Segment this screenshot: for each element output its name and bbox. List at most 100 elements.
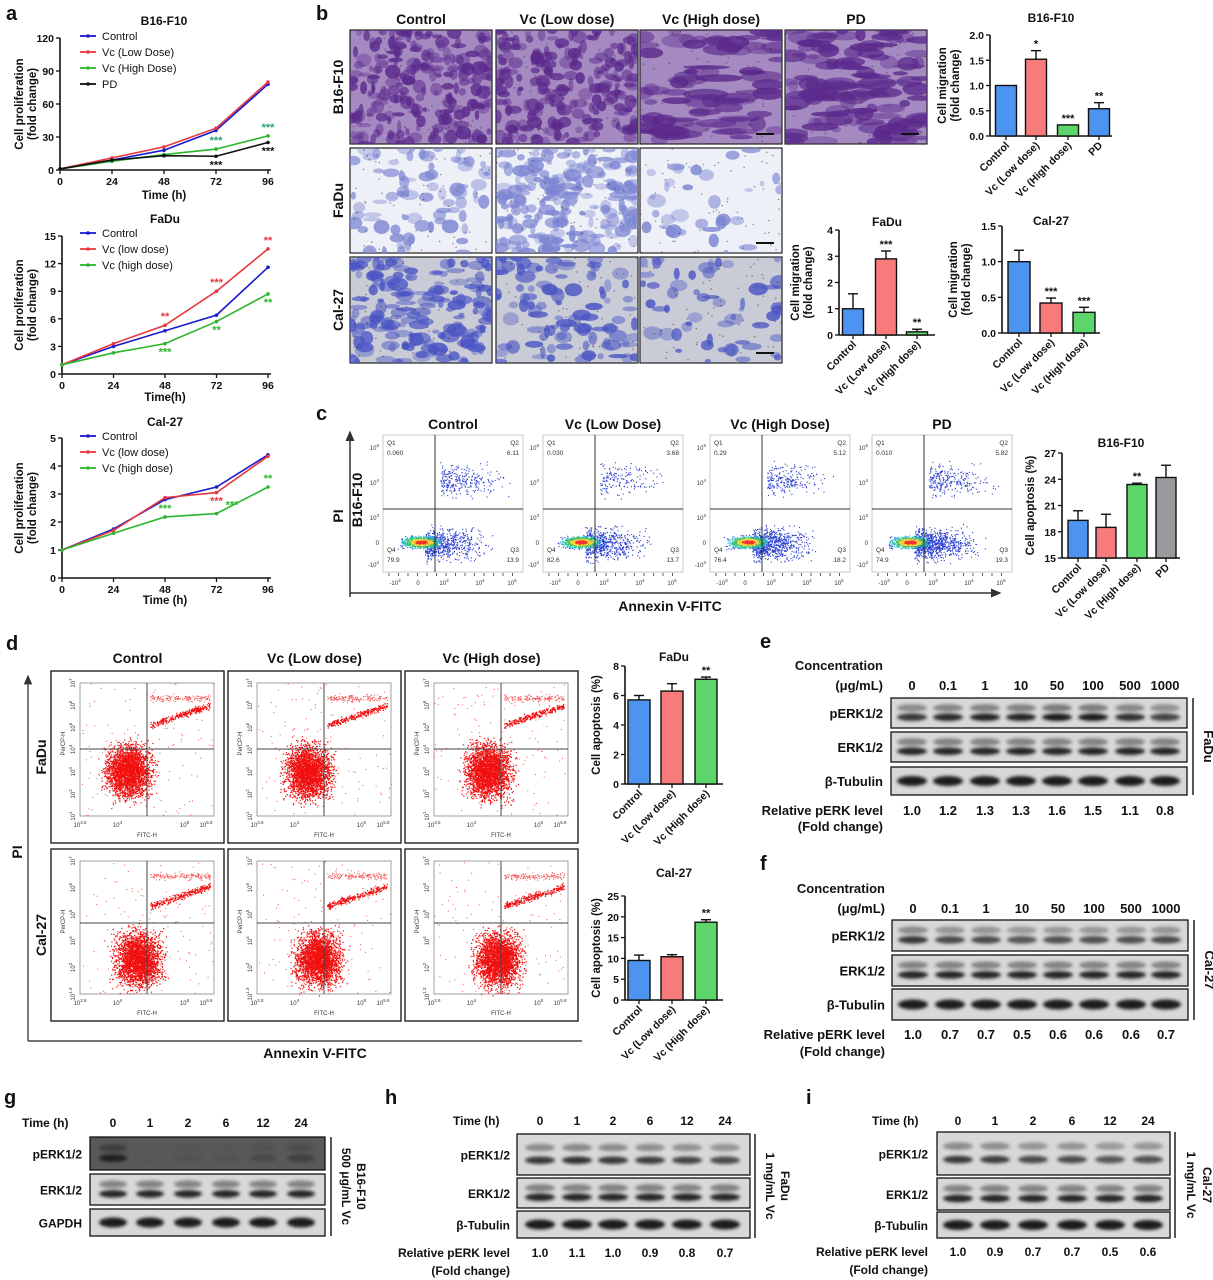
pore: [511, 62, 513, 64]
cell: [485, 304, 493, 312]
event: [472, 476, 473, 477]
event: [606, 480, 607, 481]
event: [599, 549, 600, 550]
event: [621, 537, 622, 538]
pore: [741, 218, 743, 220]
event: [436, 537, 437, 538]
quadrant-name: Q1: [387, 440, 396, 447]
event: [454, 469, 455, 470]
event: [482, 477, 483, 478]
event: [630, 467, 631, 468]
cell: [575, 72, 584, 84]
y-tick-label: 90: [42, 66, 54, 78]
event: [463, 553, 464, 554]
pore: [823, 130, 825, 132]
event: [441, 535, 442, 536]
cell: [511, 206, 521, 216]
event: [469, 542, 470, 543]
event: [442, 555, 443, 556]
y-tick-label: -103: [368, 560, 380, 569]
event: [410, 539, 411, 540]
pore: [529, 138, 531, 140]
cell: [527, 263, 541, 273]
pore: [554, 90, 556, 92]
event: [413, 538, 414, 539]
data-point: [112, 351, 116, 355]
event: [641, 470, 642, 471]
cell: [428, 221, 434, 233]
significance-marker: ***: [1045, 286, 1059, 298]
pore: [569, 340, 571, 342]
pore: [673, 347, 675, 349]
pore: [911, 125, 913, 127]
pore: [662, 103, 664, 105]
pore: [581, 232, 583, 234]
event: [498, 473, 499, 474]
pore: [442, 283, 444, 285]
pore: [628, 239, 630, 241]
event: [629, 535, 630, 536]
y-axis-label: Cell proliferation: [14, 462, 26, 553]
y-tick-label: 1.0: [969, 81, 984, 93]
y-tick-label: 24: [1044, 474, 1056, 486]
event: [425, 555, 426, 556]
pore: [569, 325, 571, 327]
event: [488, 481, 489, 482]
cell: [584, 133, 588, 138]
pore: [724, 46, 726, 48]
event: [636, 482, 637, 483]
event: [465, 535, 466, 536]
pore: [535, 183, 537, 185]
event: [590, 563, 591, 564]
pore: [442, 197, 444, 199]
event: [467, 494, 468, 495]
chart-title: Cal-27: [1033, 214, 1069, 228]
event: [459, 475, 460, 476]
pore: [596, 218, 598, 220]
cell: [498, 78, 504, 86]
event: [470, 485, 471, 486]
pore: [621, 222, 623, 224]
event: [446, 547, 447, 548]
event: [461, 562, 462, 563]
event: [455, 542, 456, 543]
pore: [757, 88, 759, 90]
pore: [607, 117, 609, 119]
pore: [671, 148, 673, 150]
event: [412, 537, 413, 538]
event: [432, 546, 433, 547]
event: [471, 486, 472, 487]
event: [489, 492, 490, 493]
event: [604, 481, 605, 482]
pore: [764, 232, 766, 234]
pore: [460, 55, 462, 57]
pore: [389, 106, 391, 108]
event: [634, 488, 635, 489]
pore: [428, 129, 430, 131]
x-tick-label: PD: [1086, 139, 1105, 158]
pore: [435, 351, 437, 353]
pore: [604, 197, 606, 199]
cell: [383, 168, 400, 177]
quadrant-percentage: 6.11: [507, 450, 520, 457]
cell: [866, 43, 898, 48]
event: [441, 544, 442, 545]
y-tick-label: 5: [50, 433, 56, 445]
bar-control: [1068, 520, 1088, 558]
event: [456, 531, 457, 532]
pore: [385, 50, 387, 52]
event: [440, 536, 441, 537]
event: [447, 556, 448, 557]
event: [628, 540, 629, 541]
event: [416, 539, 417, 540]
event: [419, 544, 420, 545]
event: [429, 551, 430, 552]
event: [606, 473, 607, 474]
event: [471, 529, 472, 530]
event: [433, 536, 434, 537]
pore: [753, 66, 755, 68]
line-chart-cal-27: 0123450 24 48 72 96Cal-27Time (h)Cell prolif…: [14, 415, 274, 607]
event: [469, 549, 470, 550]
event: [452, 497, 453, 498]
event: [427, 552, 428, 553]
